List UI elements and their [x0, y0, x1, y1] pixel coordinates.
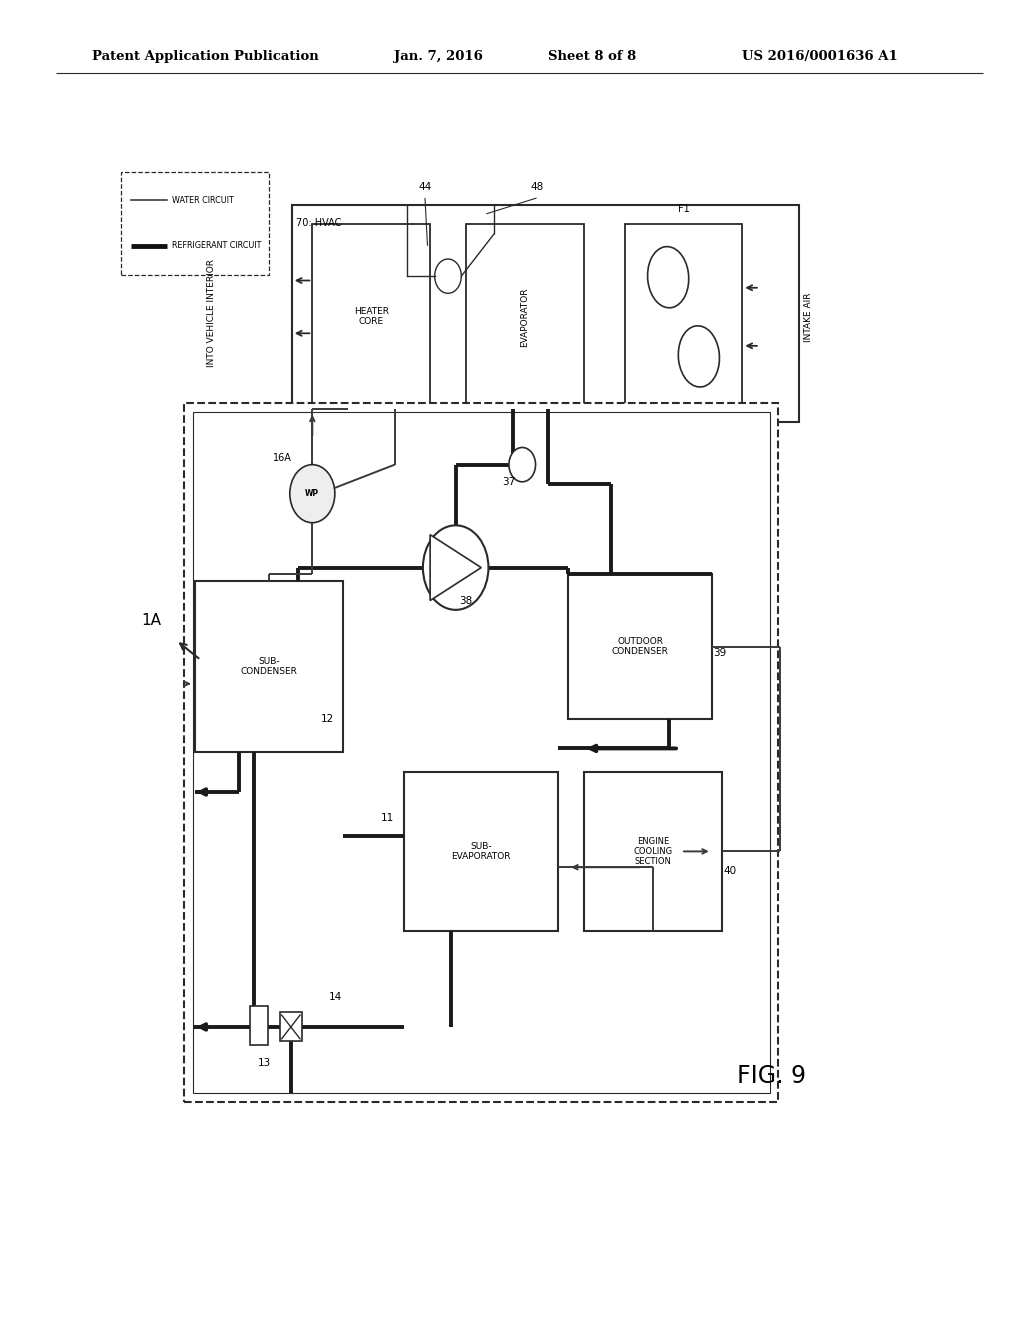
- Bar: [184, 403, 778, 1102]
- Text: 11: 11: [381, 813, 393, 824]
- Text: 44: 44: [419, 182, 431, 193]
- Text: F1: F1: [678, 203, 689, 214]
- Text: 1A: 1A: [141, 612, 162, 628]
- Text: SUB-
EVAPORATOR: SUB- EVAPORATOR: [452, 842, 511, 861]
- Polygon shape: [430, 535, 481, 601]
- Text: FIG. 9: FIG. 9: [737, 1064, 806, 1088]
- Text: INTAKE AIR: INTAKE AIR: [805, 292, 813, 342]
- Circle shape: [423, 525, 488, 610]
- Text: 39: 39: [714, 648, 726, 659]
- Text: Sheet 8 of 8: Sheet 8 of 8: [548, 50, 636, 63]
- Text: Patent Application Publication: Patent Application Publication: [92, 50, 318, 63]
- Text: EVAPORATOR: EVAPORATOR: [520, 286, 529, 347]
- Text: Jan. 7, 2016: Jan. 7, 2016: [394, 50, 483, 63]
- Text: 13: 13: [258, 1057, 270, 1068]
- Bar: [625, 224, 742, 409]
- Text: 16A: 16A: [273, 453, 292, 463]
- Text: 70: HVAC: 70: HVAC: [296, 218, 341, 228]
- Text: WATER CIRCUIT: WATER CIRCUIT: [172, 195, 233, 205]
- Bar: [193, 412, 770, 1093]
- Circle shape: [290, 465, 335, 523]
- Ellipse shape: [678, 326, 720, 387]
- Text: 48: 48: [530, 182, 543, 193]
- Bar: [404, 772, 558, 931]
- Text: INTO VEHICLE INTERIOR: INTO VEHICLE INTERIOR: [208, 260, 216, 367]
- Bar: [292, 205, 799, 422]
- Bar: [195, 581, 343, 752]
- Text: 14: 14: [330, 991, 342, 1002]
- Text: WP: WP: [305, 490, 319, 498]
- Text: 12: 12: [322, 714, 334, 725]
- Ellipse shape: [647, 247, 689, 308]
- Text: OUTDOOR
CONDENSER: OUTDOOR CONDENSER: [611, 638, 669, 656]
- Text: US 2016/0001636 A1: US 2016/0001636 A1: [742, 50, 898, 63]
- Bar: [312, 224, 430, 409]
- Bar: [466, 224, 584, 409]
- Bar: [584, 772, 722, 931]
- Bar: [250, 1006, 268, 1045]
- Text: 40: 40: [724, 866, 736, 876]
- Bar: [121, 172, 269, 275]
- Text: SUB-
CONDENSER: SUB- CONDENSER: [241, 657, 297, 676]
- Bar: [280, 1012, 302, 1041]
- Text: 38: 38: [460, 595, 472, 606]
- Text: 37: 37: [503, 477, 515, 487]
- Bar: [568, 574, 712, 719]
- Text: ENGINE
COOLING
SECTION: ENGINE COOLING SECTION: [633, 837, 673, 866]
- Circle shape: [509, 447, 536, 482]
- Text: REFRIGERANT CIRCUIT: REFRIGERANT CIRCUIT: [172, 242, 261, 251]
- Text: HEATER
CORE: HEATER CORE: [353, 308, 389, 326]
